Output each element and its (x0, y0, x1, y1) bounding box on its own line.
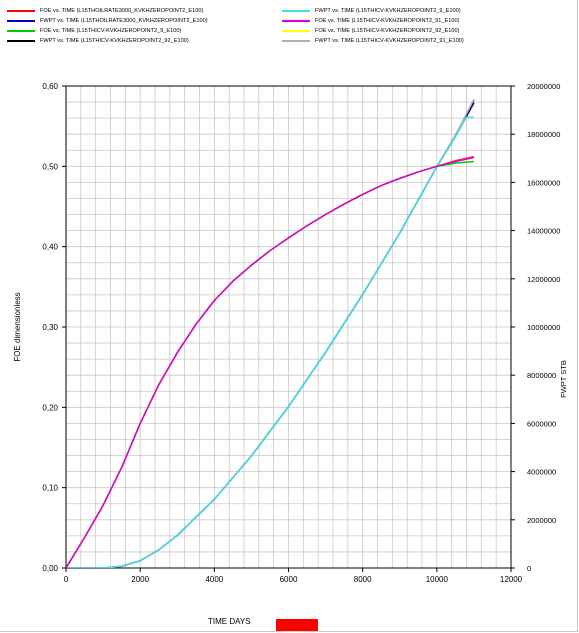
legend-item: FOE vs. TIME (L15THICV-KVKHZEROPOINT2_91… (282, 16, 459, 26)
series-line (66, 116, 474, 568)
chart-legend: FOE vs. TIME (L15THOILRATE3000_KVKHZEROP… (0, 0, 579, 70)
x-tick-label: 10000 (426, 575, 449, 584)
x-tick-label: 0 (64, 575, 69, 584)
y-right-tick-label: 20000000 (527, 82, 560, 91)
legend-item: FOE vs. TIME (L15THICV-KVKHZEROPOINT2_9_… (7, 26, 181, 36)
y-right-axis-title: FWPT STB (559, 360, 568, 398)
y-left-tick-label: 0,00 (42, 564, 58, 573)
legend-label: FWPT vs. TIME (L15THOILRATE3000_KVKHZERO… (40, 18, 208, 24)
legend-label: FOE vs. TIME (L15THOILRATE3000_KVKHZEROP… (40, 8, 204, 14)
y-right-tick-label: 4000000 (527, 468, 556, 477)
legend-swatch (282, 20, 310, 22)
legend-item: FWPT vs. TIME (L15THICV-KVKHZEROPOINT2_9… (7, 36, 189, 46)
x-tick-label: 8000 (354, 575, 372, 584)
legend-swatch (7, 40, 35, 42)
series-line (66, 156, 475, 568)
y-right-tick-label: 0 (527, 564, 531, 573)
x-tick-label: 2000 (131, 575, 149, 584)
time-marker (276, 619, 318, 631)
legend-item: FWPT vs. TIME (L15THOILRATE3000_KVKHZERO… (7, 16, 208, 26)
legend-item: FWPT vs. TIME (L15THICV-KVKHZEROPOINT2_9… (282, 6, 461, 16)
legend-swatch (7, 10, 35, 12)
series-line (66, 160, 474, 568)
legend-label: FOE vs. TIME (L15THICV-KVKHZEROPOINT2_9_… (40, 28, 182, 34)
y-right-tick-label: 2000000 (527, 516, 556, 525)
y-left-tick-label: 0,40 (42, 243, 58, 252)
y-right-tick-label: 18000000 (527, 130, 560, 139)
y-left-tick-label: 0,50 (42, 162, 58, 171)
series-line (66, 98, 475, 568)
y-left-tick-label: 0,30 (42, 323, 58, 332)
y-right-tick-label: 12000000 (527, 275, 560, 284)
y-right-tick-label: 8000000 (527, 371, 556, 380)
y-right-tick-label: 6000000 (527, 419, 556, 428)
legend-item: FWPT vs. TIME (L15THICV-KVKHZEROPOINT2_9… (282, 36, 464, 46)
y-left-tick-label: 0,60 (42, 82, 58, 91)
series-line (66, 156, 475, 568)
legend-swatch (282, 40, 310, 42)
legend-swatch (7, 20, 35, 22)
legend-swatch (282, 30, 310, 32)
y-left-tick-label: 0,20 (42, 403, 58, 412)
y-left-axis-title: FOE dimensionless (13, 292, 22, 361)
y-right-tick-label: 10000000 (527, 323, 560, 332)
y-right-tick-label: 16000000 (527, 178, 560, 187)
legend-label: FOE vs. TIME (L15THICV-KVKHZEROPOINT2_91… (315, 18, 460, 24)
legend-label: FWPT vs. TIME (L15THICV-KVKHZEROPOINT2_9… (315, 38, 464, 44)
x-tick-label: 12000 (500, 575, 523, 584)
legend-label: FWPT vs. TIME (L15THICV-KVKHZEROPOINT2_9… (40, 38, 189, 44)
legend-item: FOE vs. TIME (L15THICV-KVKHZEROPOINT2_92… (282, 26, 459, 36)
series-line (66, 102, 475, 568)
legend-item: FOE vs. TIME (L15THOILRATE3000_KVKHZEROP… (7, 6, 203, 16)
series-line (66, 155, 475, 568)
series-line (66, 100, 475, 568)
legend-swatch (7, 30, 35, 32)
legend-swatch (282, 10, 310, 12)
y-left-tick-label: 0,10 (42, 484, 58, 493)
legend-label: FWPT vs. TIME (L15THICV-KVKHZEROPOINT2_9… (315, 8, 461, 14)
x-tick-label: 4000 (205, 575, 223, 584)
legend-label: FOE vs. TIME (L15THICV-KVKHZEROPOINT2_92… (315, 28, 460, 34)
x-tick-label: 6000 (280, 575, 298, 584)
x-axis-title: TIME DAYS (208, 617, 251, 626)
y-right-tick-label: 14000000 (527, 227, 560, 236)
